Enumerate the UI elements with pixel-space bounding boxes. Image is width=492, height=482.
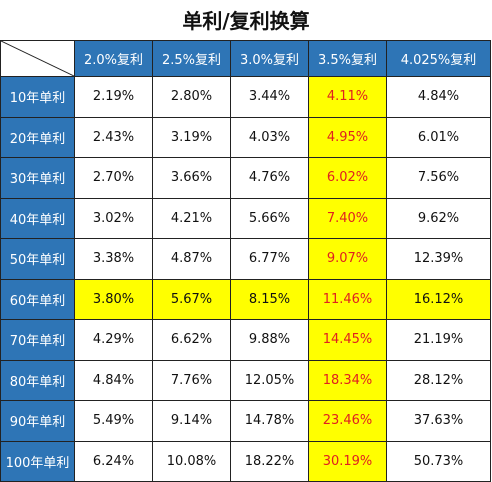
table-cell: 2.19% xyxy=(74,76,153,118)
table-cell: 4.29% xyxy=(74,319,153,361)
table-cell: 3.02% xyxy=(74,197,153,239)
row-header: 60年单利 xyxy=(0,278,75,320)
table-cell: 6.24% xyxy=(74,440,153,482)
corner-cell xyxy=(0,40,75,77)
table-row: 50年单利 3.38% 4.87% 6.77% 9.07% 12.39% xyxy=(0,238,491,280)
table-cell: 3.38% xyxy=(74,238,153,280)
table-cell: 9.14% xyxy=(152,400,231,442)
column-header: 4.025%复利 xyxy=(386,40,491,77)
table-cell: 23.46% xyxy=(308,400,387,442)
table-cell: 6.62% xyxy=(152,319,231,361)
table-cell: 16.12% xyxy=(386,278,491,320)
table-cell: 8.15% xyxy=(230,278,309,320)
table-row: 20年单利 2.43% 3.19% 4.03% 4.95% 6.01% xyxy=(0,116,491,158)
table-cell: 12.39% xyxy=(386,238,491,280)
table-cell: 18.34% xyxy=(308,359,387,401)
row-header: 30年单利 xyxy=(0,157,75,199)
table-cell: 3.66% xyxy=(152,157,231,199)
row-header: 20年单利 xyxy=(0,116,75,158)
table-cell: 9.07% xyxy=(308,238,387,280)
table-cell: 5.49% xyxy=(74,400,153,442)
table-cell: 7.40% xyxy=(308,197,387,239)
column-header: 3.0%复利 xyxy=(230,40,309,77)
table-cell: 12.05% xyxy=(230,359,309,401)
table-cell: 6.77% xyxy=(230,238,309,280)
diagonal-divider xyxy=(1,41,74,76)
page-title: 单利/复利换算 xyxy=(182,9,310,33)
table-cell: 7.56% xyxy=(386,157,491,199)
table-cell: 3.19% xyxy=(152,116,231,158)
table-cell: 6.01% xyxy=(386,116,491,158)
table-cell: 4.95% xyxy=(308,116,387,158)
table-cell: 2.80% xyxy=(152,76,231,118)
row-header: 40年单利 xyxy=(0,197,75,239)
table-cell: 4.21% xyxy=(152,197,231,239)
table-cell: 7.76% xyxy=(152,359,231,401)
row-header: 80年单利 xyxy=(0,359,75,401)
table-cell: 4.84% xyxy=(386,76,491,118)
table-cell: 4.03% xyxy=(230,116,309,158)
table-header-row: 2.0%复利 2.5%复利 3.0%复利 3.5%复利 4.025%复利 xyxy=(0,40,491,77)
row-header: 90年单利 xyxy=(0,400,75,442)
conversion-table: 2.0%复利 2.5%复利 3.0%复利 3.5%复利 4.025%复利 10年… xyxy=(0,40,491,482)
table-cell: 30.19% xyxy=(308,440,387,482)
table-cell: 4.76% xyxy=(230,157,309,199)
row-header: 70年单利 xyxy=(0,319,75,361)
table-row: 60年单利 3.80% 5.67% 8.15% 11.46% 16.12% xyxy=(0,278,491,320)
row-header: 10年单利 xyxy=(0,76,75,118)
table-cell: 14.45% xyxy=(308,319,387,361)
column-header: 2.5%复利 xyxy=(152,40,231,77)
table-cell: 11.46% xyxy=(308,278,387,320)
table-cell: 3.44% xyxy=(230,76,309,118)
table-cell: 21.19% xyxy=(386,319,491,361)
table-cell: 2.70% xyxy=(74,157,153,199)
table-cell: 28.12% xyxy=(386,359,491,401)
table-cell: 4.84% xyxy=(74,359,153,401)
table-cell: 6.02% xyxy=(308,157,387,199)
table-cell: 37.63% xyxy=(386,400,491,442)
table-row: 80年单利 4.84% 7.76% 12.05% 18.34% 28.12% xyxy=(0,359,491,401)
table-row: 40年单利 3.02% 4.21% 5.66% 7.40% 9.62% xyxy=(0,197,491,239)
table-cell: 5.67% xyxy=(152,278,231,320)
table-cell: 18.22% xyxy=(230,440,309,482)
row-header: 50年单利 xyxy=(0,238,75,280)
table-row: 70年单利 4.29% 6.62% 9.88% 14.45% 21.19% xyxy=(0,319,491,361)
table-cell: 10.08% xyxy=(152,440,231,482)
column-header: 2.0%复利 xyxy=(74,40,153,77)
table-cell: 4.11% xyxy=(308,76,387,118)
table-row: 30年单利 2.70% 3.66% 4.76% 6.02% 7.56% xyxy=(0,157,491,199)
table-row: 90年单利 5.49% 9.14% 14.78% 23.46% 37.63% xyxy=(0,400,491,442)
table-cell: 9.62% xyxy=(386,197,491,239)
column-header: 3.5%复利 xyxy=(308,40,387,77)
table-cell: 5.66% xyxy=(230,197,309,239)
table-cell: 4.87% xyxy=(152,238,231,280)
table-cell: 3.80% xyxy=(74,278,153,320)
table-cell: 50.73% xyxy=(386,440,491,482)
row-header: 100年单利 xyxy=(0,440,75,482)
table-cell: 2.43% xyxy=(74,116,153,158)
table-cell: 14.78% xyxy=(230,400,309,442)
table-cell: 9.88% xyxy=(230,319,309,361)
table-row: 10年单利 2.19% 2.80% 3.44% 4.11% 4.84% xyxy=(0,76,491,118)
table-row: 100年单利 6.24% 10.08% 18.22% 30.19% 50.73% xyxy=(0,440,491,482)
